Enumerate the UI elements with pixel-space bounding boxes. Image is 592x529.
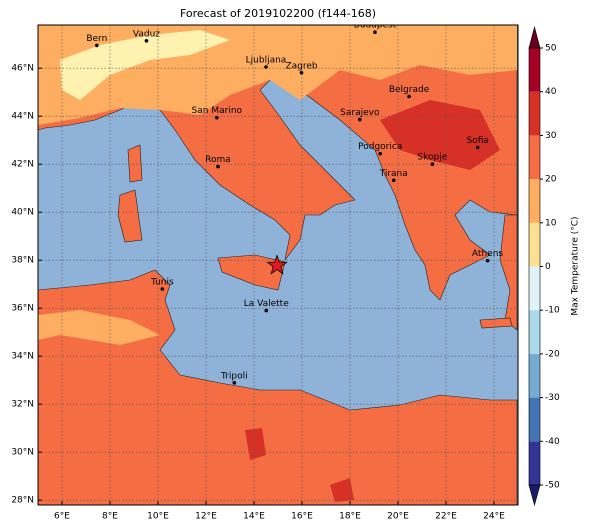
x-tick-label: 14°E (243, 512, 265, 522)
x-tick-label: 20°E (387, 512, 409, 522)
city-label: Budapest (354, 21, 397, 31)
colorbar-tick-label: -40 (545, 437, 560, 447)
city-dot (373, 30, 377, 34)
city-label: Skopje (417, 153, 447, 163)
x-tick-label: 18°E (339, 512, 361, 522)
city-dot (160, 287, 165, 291)
city-dot (358, 117, 362, 122)
land-corsica (127, 144, 143, 183)
x-tick-label: 22°E (435, 512, 457, 522)
y-tick-label: 42°N (11, 160, 34, 170)
grid (38, 25, 518, 505)
y-tick-label: 34°N (11, 352, 34, 362)
city-dot (485, 258, 490, 263)
city-dot (264, 65, 268, 69)
colorbar-tick-label: 30 (545, 131, 557, 141)
x-tick-label: 12°E (195, 512, 217, 522)
colorbar: -50 -40 -30 -20 -10 0 10 20 30 40 50 (528, 25, 560, 507)
city-label: Tripoli (220, 371, 248, 381)
map-title: Forecast of 2019102200 (f144-168) (180, 7, 376, 20)
x-tick-label: 10°E (147, 512, 169, 522)
colorbar-band (529, 310, 540, 354)
warm-region (380, 100, 500, 170)
x-tick-label: 24°E (483, 512, 505, 522)
x-tick-label: 6°E (54, 512, 70, 522)
city-dot (232, 381, 237, 385)
city-label: Sofia (466, 136, 488, 146)
city-label: Tirana (379, 169, 408, 179)
city-label: Tunis (150, 278, 174, 288)
alpine-region (60, 30, 230, 100)
city-dot (144, 39, 149, 43)
colorbar-band (529, 222, 540, 267)
city-label: Podgorica (358, 142, 402, 152)
y-tick-label: 44°N (11, 112, 34, 122)
axes: 6°E 8°E 10°E 12°E 14°E 16°E 18°E 20°E 22°E 24°E 28… (11, 64, 505, 522)
city-label: La Valette (244, 299, 289, 309)
colorbar-tick-label: 40 (545, 87, 557, 97)
city-label: Zagreb (285, 61, 317, 71)
colorbar-band (529, 91, 540, 136)
y-tick-label: 46°N (11, 64, 34, 74)
city-label: Belgrade (389, 85, 430, 95)
city-label: Bern (86, 34, 107, 44)
colorbar-under (528, 484, 541, 507)
warm-region (245, 428, 354, 502)
land-sardinia (117, 189, 143, 243)
colorbar-band (529, 135, 540, 180)
city-dot (407, 94, 411, 99)
colorbar-tick-label: -30 (545, 393, 560, 403)
y-tick-label: 32°N (11, 400, 34, 410)
map-frame (37, 24, 519, 506)
city-label: Roma (205, 155, 231, 165)
x-tick-label: 16°E (291, 512, 313, 522)
city-dot (299, 70, 304, 75)
colorbar-band (529, 48, 540, 92)
y-tick-label: 40°N (11, 208, 34, 218)
colorbar-band (529, 441, 540, 485)
city-dot (391, 178, 396, 183)
city-label: Sarajevo (340, 108, 380, 118)
city-dot (475, 145, 480, 150)
y-tick-label: 38°N (11, 256, 34, 266)
city-dot (95, 43, 99, 48)
city-label: San Marino (192, 106, 243, 116)
city-dot (264, 308, 269, 313)
colorbar-tick-label: -10 (545, 306, 560, 316)
city-label: Athens (472, 249, 503, 259)
colorbar-tick-label: 50 (545, 44, 557, 54)
y-tick-label: 30°N (11, 448, 34, 458)
city-dot (430, 162, 435, 166)
colorbar-tick-label: -20 (545, 349, 560, 359)
location-marker (266, 254, 288, 275)
colorbar-tick-label: 0 (545, 262, 551, 272)
x-tick-label: 8°E (102, 512, 118, 522)
colorbar-band (529, 179, 540, 223)
colorbar-tick-label: 10 (545, 218, 557, 228)
land-sicily (217, 254, 286, 291)
y-tick-label: 36°N (11, 304, 34, 314)
colorbar-band (529, 266, 540, 311)
city-label: Ljubljana (246, 56, 287, 66)
colorbar-band (529, 353, 540, 398)
y-tick-label: 28°N (11, 496, 34, 506)
colorbar-tick-label: 20 (545, 175, 557, 185)
city-dot (215, 115, 219, 120)
city-dot (378, 151, 383, 156)
colorbar-band (529, 397, 540, 442)
colorbar-tick-label: -50 (545, 481, 560, 491)
colorbar-label: Max Temperature (°C) (571, 216, 581, 315)
cool-region (38, 310, 160, 345)
colorbar-over (528, 25, 541, 49)
city-dot (216, 164, 220, 169)
land-crete (479, 317, 513, 329)
city-label: Vaduz (133, 29, 160, 39)
